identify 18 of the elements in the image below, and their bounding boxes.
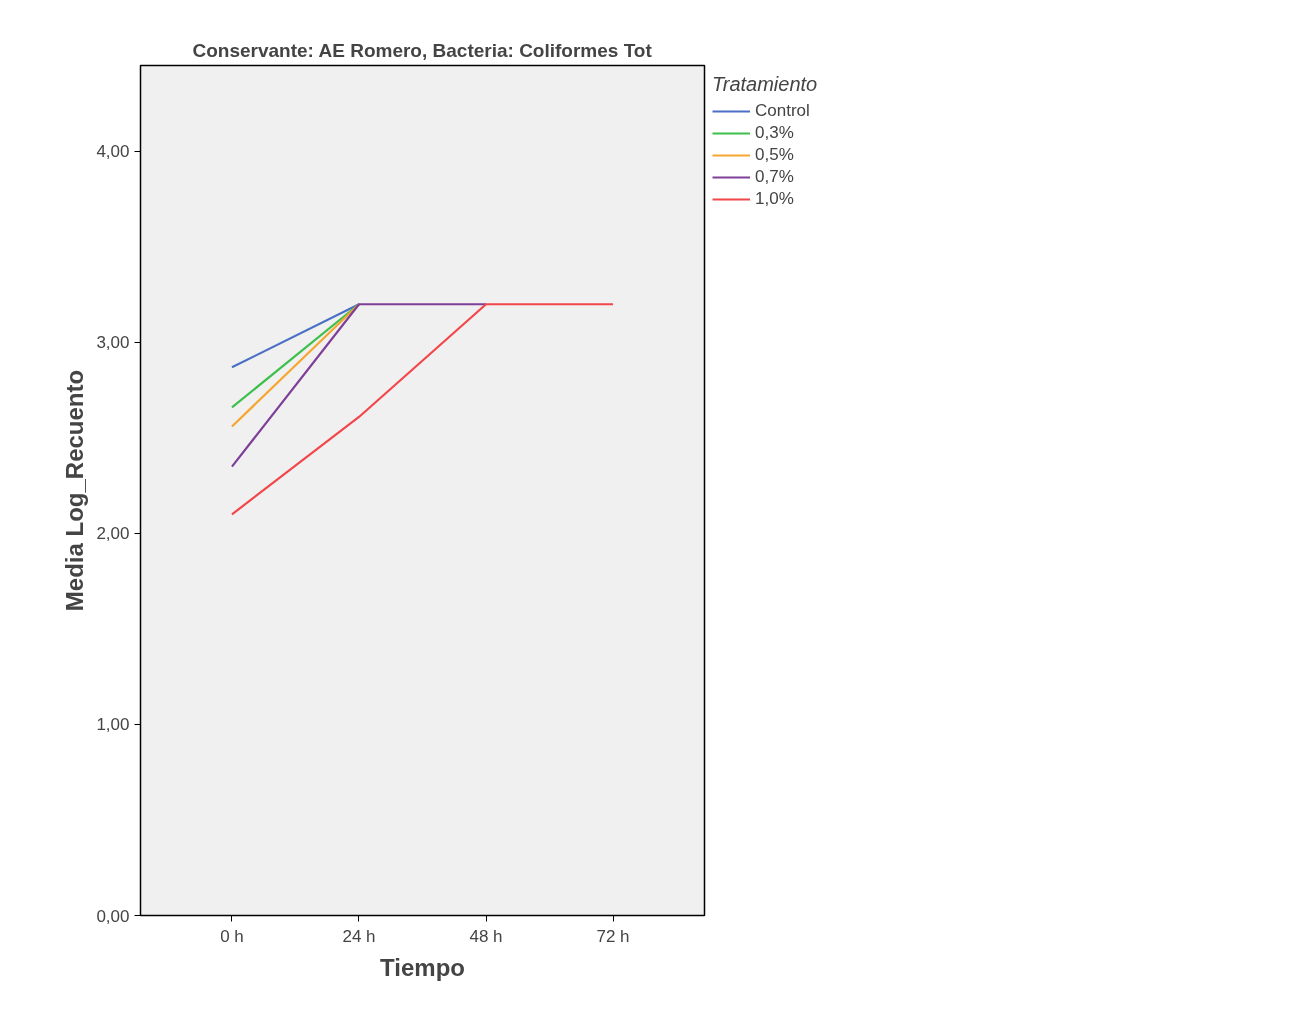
y-tick-label: 0,00 [96,906,130,926]
x-tick-label: 24 h [342,926,376,946]
x-tick-label: 72 h [596,926,630,946]
y-tick-label: 1,00 [96,715,130,735]
legend-title: Tratamiento [712,73,818,96]
legend-label: 0,3% [755,123,794,143]
y-tick-label: 3,00 [96,333,130,353]
x-tick-label: 48 h [469,926,503,946]
legend-label: 0,5% [755,145,794,165]
x-axis-title: Tiempo [380,953,465,981]
legend-label: Control [755,101,810,121]
y-tick-label: 4,00 [96,142,130,162]
legend-label: 0,7% [755,167,794,187]
y-tick-label: 2,00 [96,524,130,544]
x-tick-label: 0 h [220,926,244,946]
chart-title: Conservante: AE Romero, Bacteria: Coliformes Tot [192,39,653,61]
y-axis-title: Media Log_Recuento [61,369,89,612]
legend-label: 1,0% [755,189,794,209]
